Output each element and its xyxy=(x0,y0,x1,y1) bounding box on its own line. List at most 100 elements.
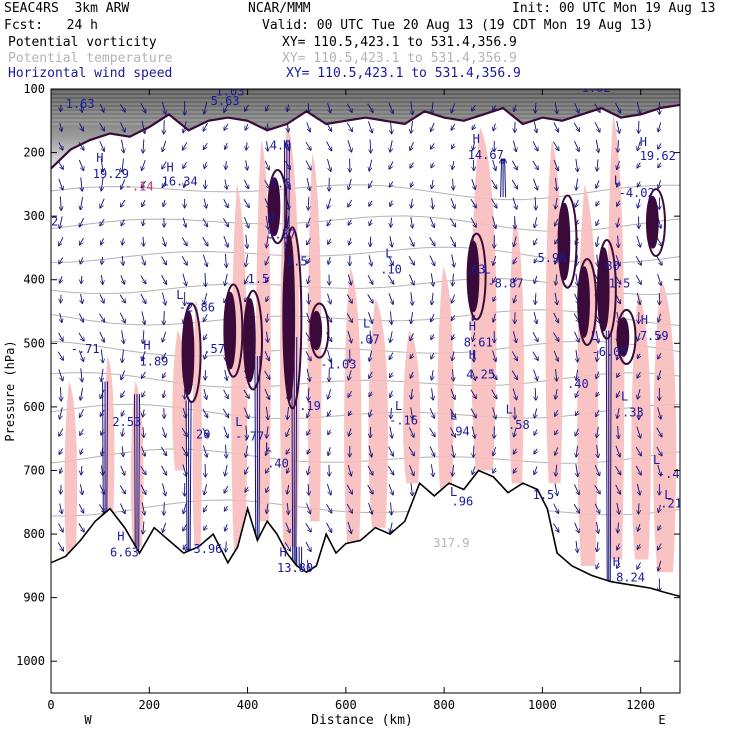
wind-vector xyxy=(388,446,394,457)
wind-vector xyxy=(411,101,413,114)
wind-vector xyxy=(119,312,125,323)
wind-vector xyxy=(122,158,123,172)
wind-vector xyxy=(204,198,206,209)
wind-vector xyxy=(431,313,435,322)
wind-vector xyxy=(80,388,82,400)
wind-vector xyxy=(326,522,332,532)
wind-vector xyxy=(512,160,517,170)
wind-vector xyxy=(514,294,517,303)
wind-vector xyxy=(390,311,391,324)
contour-label: .07 xyxy=(358,332,380,346)
wind-vector xyxy=(656,255,662,265)
contour-label: L xyxy=(653,453,660,467)
wind-vector xyxy=(470,198,476,208)
wind-vector xyxy=(493,313,495,322)
wind-vector xyxy=(574,140,579,151)
wind-vector xyxy=(432,388,433,400)
pv-contour xyxy=(181,302,202,404)
wind-vector xyxy=(58,369,63,380)
wind-vector xyxy=(266,467,269,473)
wind-vector xyxy=(555,409,558,416)
wind-vector xyxy=(493,276,496,283)
theta-contour xyxy=(51,448,680,464)
contour-label: 8.24 xyxy=(616,571,645,585)
wind-vector xyxy=(305,141,311,150)
wind-vector xyxy=(617,200,620,207)
pv-contour xyxy=(223,283,244,378)
pv-contour xyxy=(616,308,637,366)
wind-vector xyxy=(367,294,373,303)
wind-vector xyxy=(162,180,165,187)
wind-vector xyxy=(101,349,103,362)
vertical-motion-arrow xyxy=(190,400,191,554)
wind-vector xyxy=(411,181,413,187)
wind-vector xyxy=(99,140,105,151)
wind-vector xyxy=(657,464,661,476)
wind-vector xyxy=(121,219,124,225)
wind-vector xyxy=(387,465,393,475)
wind-vector xyxy=(79,238,84,245)
wind-vector xyxy=(346,503,352,513)
wind-vector xyxy=(514,277,517,282)
wind-vector xyxy=(122,349,123,363)
y-tick-label: 200 xyxy=(23,146,45,160)
wind-vector xyxy=(513,140,516,152)
wind-vector xyxy=(162,522,167,532)
wind-vector xyxy=(656,427,662,437)
wind-vector xyxy=(266,486,269,493)
wind-vector xyxy=(266,331,267,343)
contour-label: 80 xyxy=(605,259,619,273)
wind-vector xyxy=(100,389,105,399)
wind-vector xyxy=(122,139,124,153)
wind-vector xyxy=(637,332,640,341)
wind-vector xyxy=(346,313,352,322)
wind-vector xyxy=(60,503,62,514)
wind-vector xyxy=(411,120,413,133)
wind-vector xyxy=(140,484,146,495)
wind-vector xyxy=(555,102,557,113)
wind-vector xyxy=(617,502,619,514)
wind-vector xyxy=(346,294,352,303)
wind-vector xyxy=(225,253,226,268)
wind-vector xyxy=(305,350,311,361)
wind-vector xyxy=(452,143,455,149)
wind-vector xyxy=(226,161,227,169)
wind-vector xyxy=(80,484,82,494)
contour-label: -.16 xyxy=(389,414,418,428)
wind-vector xyxy=(574,331,580,342)
wind-vector xyxy=(59,428,64,436)
wind-vector xyxy=(243,199,249,207)
wind-vector xyxy=(307,429,310,435)
wind-vector xyxy=(202,218,208,226)
wind-vector xyxy=(182,408,186,418)
wind-vector xyxy=(554,218,557,226)
wind-vector xyxy=(618,522,619,533)
wind-vector xyxy=(59,257,64,264)
wind-vector xyxy=(555,429,558,435)
wind-vector xyxy=(388,293,393,304)
wind-vector xyxy=(636,292,640,305)
wind-vector xyxy=(616,181,619,187)
wind-vector xyxy=(245,275,249,284)
wind-vector xyxy=(658,525,661,530)
wind-vector xyxy=(431,122,435,132)
pv-contour xyxy=(309,302,330,359)
wind-vector xyxy=(451,314,454,320)
wind-vector xyxy=(59,448,63,454)
y-tick-label: 400 xyxy=(23,273,45,287)
plot-frame xyxy=(50,88,681,694)
wind-vector xyxy=(411,389,412,399)
wind-vector xyxy=(164,502,165,515)
wind-vector xyxy=(328,256,330,264)
wind-vector xyxy=(369,159,372,171)
wind-vector xyxy=(575,199,578,207)
wind-vector xyxy=(287,467,290,473)
wind-vector xyxy=(411,312,413,323)
wind-vector xyxy=(637,353,640,359)
y-tick-label: 100 xyxy=(23,82,45,96)
theta-contour xyxy=(51,309,680,326)
contour-label: H xyxy=(280,545,287,559)
wind-vector xyxy=(287,216,288,229)
wind-vector xyxy=(346,103,352,113)
